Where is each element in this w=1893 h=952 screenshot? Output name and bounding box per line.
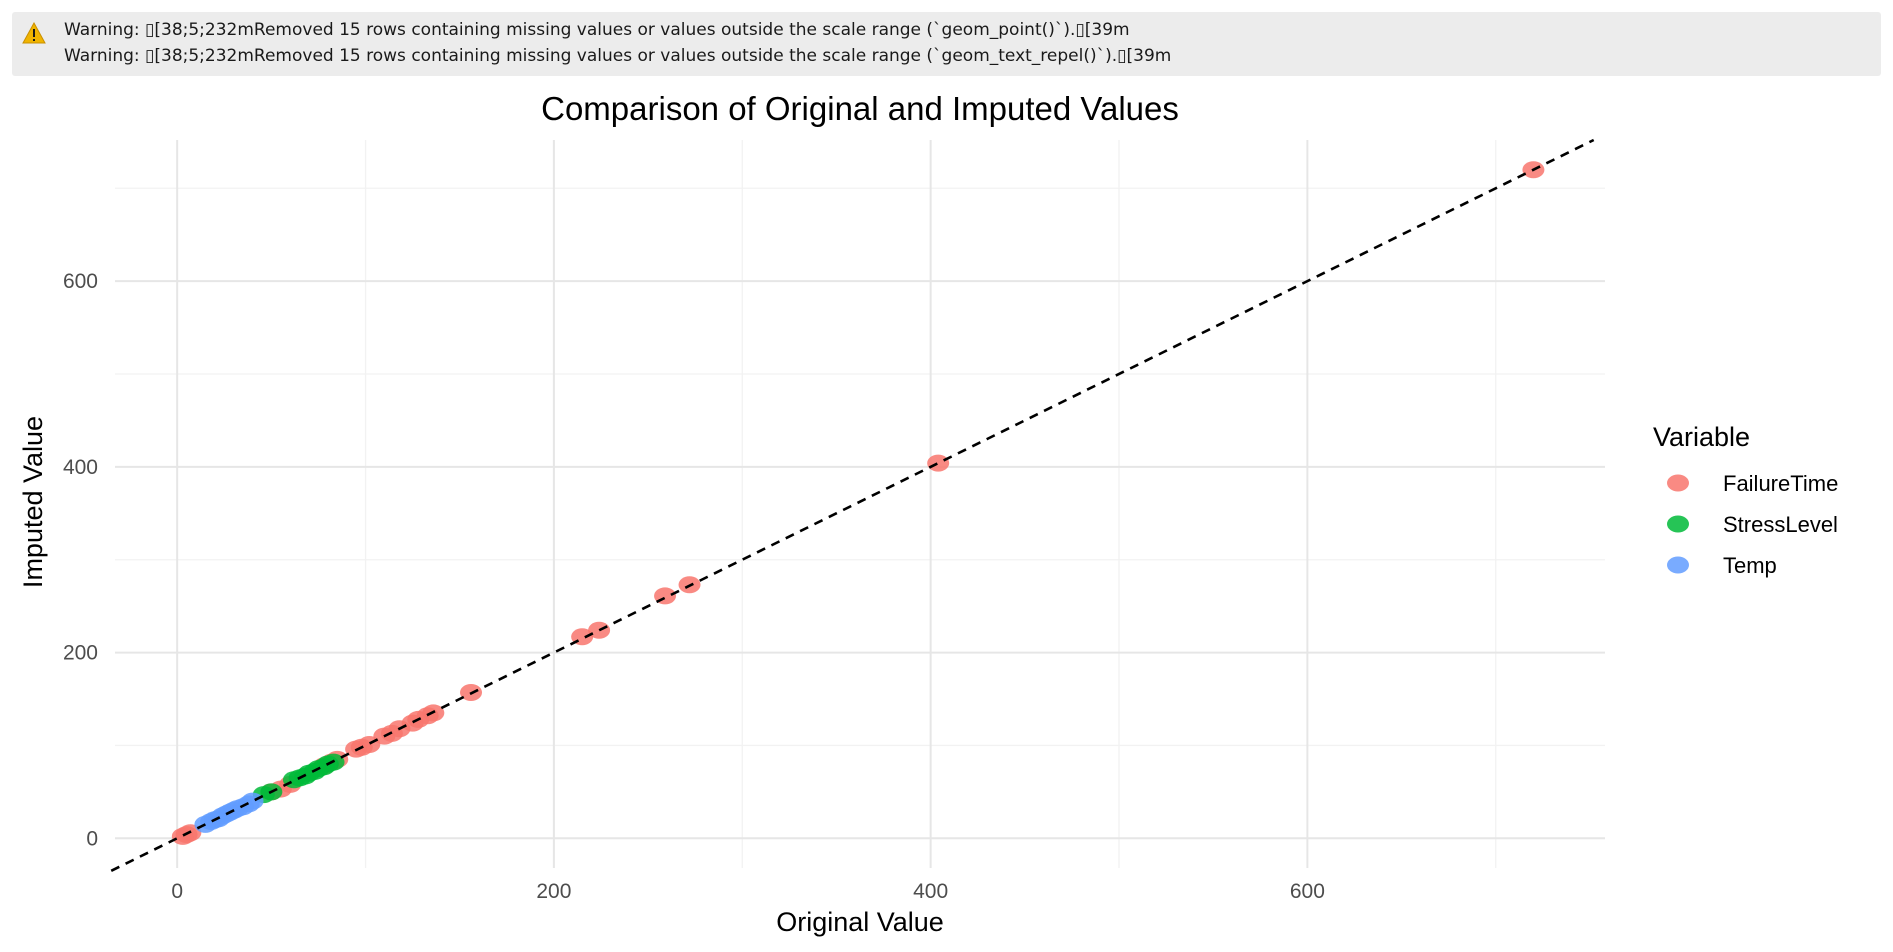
legend-title: Variable xyxy=(1653,422,1750,452)
data-point xyxy=(588,621,611,639)
warning-line-1: Warning: ▯[38;5;232mRemoved 15 rows cont… xyxy=(64,20,1130,40)
legend-key xyxy=(1667,556,1689,574)
y-tick-label: 400 xyxy=(63,456,98,479)
warning-triangle-icon xyxy=(22,22,46,44)
legend: Variable FailureTime StressLevel Temp xyxy=(1653,422,1838,578)
y-tick-label: 600 xyxy=(63,270,98,293)
legend-key xyxy=(1667,474,1689,492)
reference-line-group xyxy=(110,138,1595,872)
y-tick-label: 0 xyxy=(86,827,98,850)
legend-key xyxy=(1667,515,1689,533)
tick-labels: 0 200 400 600 0 200 400 600 xyxy=(63,270,1325,903)
data-point xyxy=(241,792,264,810)
x-tick-label: 0 xyxy=(171,880,183,903)
x-axis-title: Original Value xyxy=(776,907,944,937)
grid-lines xyxy=(115,140,1605,868)
legend-label: StressLevel xyxy=(1723,512,1838,537)
x-tick-label: 200 xyxy=(536,880,571,903)
console-warning-box: Warning: ▯[38;5;232mRemoved 15 rows cont… xyxy=(12,12,1881,76)
data-point xyxy=(927,454,950,472)
chart-title: Comparison of Original and Imputed Value… xyxy=(541,90,1179,127)
legend-label: FailureTime xyxy=(1723,471,1838,496)
y-tick-label: 200 xyxy=(63,642,98,665)
x-tick-label: 400 xyxy=(913,880,948,903)
legend-label: Temp xyxy=(1723,553,1777,578)
legend-items: FailureTime StressLevel Temp xyxy=(1667,471,1838,578)
identity-reference-line xyxy=(110,138,1595,872)
warning-line-2: Warning: ▯[38;5;232mRemoved 15 rows cont… xyxy=(64,46,1172,66)
data-points xyxy=(171,161,1545,845)
x-tick-label: 600 xyxy=(1290,880,1325,903)
y-axis-title: Imputed Value xyxy=(18,416,48,588)
